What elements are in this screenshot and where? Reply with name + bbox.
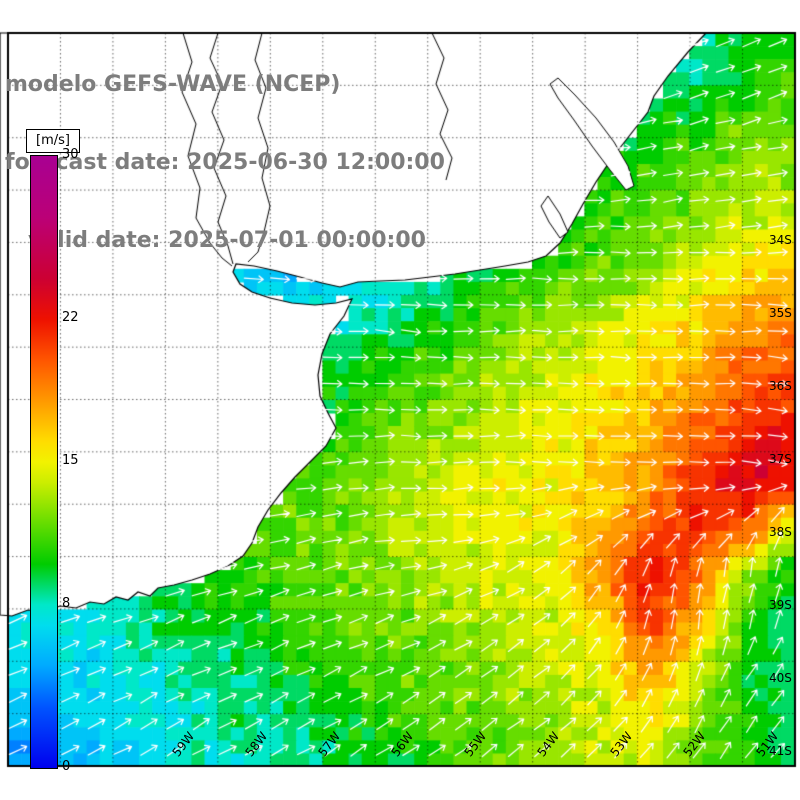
lat-label: 41S: [769, 744, 792, 758]
lat-label: 35S: [769, 306, 792, 320]
lat-label: 37S: [769, 452, 792, 466]
colorbar-tick-8: 8: [62, 596, 71, 611]
colorbar-tick-22: 22: [62, 310, 79, 325]
colorbar-unit-label: [m/s]: [26, 129, 80, 153]
colorbar-tick-15: 15: [62, 453, 79, 468]
title-block: modelo GEFS-WAVE (NCEP) forecast date: 2…: [5, 20, 445, 306]
colorbar-gradient: [30, 155, 58, 769]
valid-date-label: valid date: 2025-07-01 00:00:00: [5, 228, 426, 253]
lat-label: 38S: [769, 525, 792, 539]
lat-label: 36S: [769, 379, 792, 393]
lat-label: 39S: [769, 598, 792, 612]
colorbar-tick-30: 30: [62, 147, 79, 162]
colorbar-tick-0: 0: [62, 759, 71, 774]
lat-label: 34S: [769, 233, 792, 247]
lat-label: 40S: [769, 671, 792, 685]
model-title: modelo GEFS-WAVE (NCEP): [5, 72, 341, 97]
